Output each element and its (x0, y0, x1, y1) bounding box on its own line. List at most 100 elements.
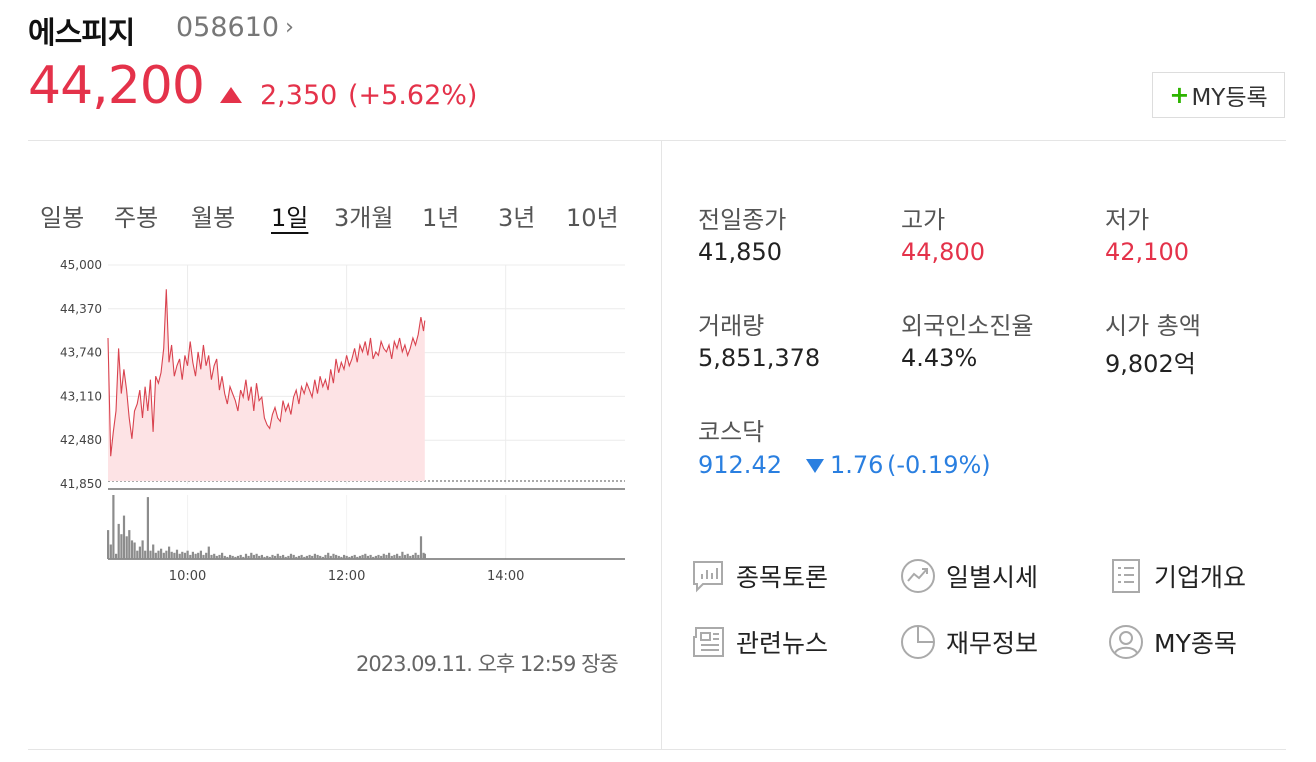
volume-bar (374, 555, 377, 559)
volume-bar (181, 551, 184, 559)
link-related-news[interactable]: 관련뉴스 (690, 624, 828, 660)
volume-bar (311, 555, 314, 559)
volume-bar (388, 552, 391, 559)
down-arrow-icon (806, 459, 824, 473)
stock-code-link[interactable]: 058610 › (176, 12, 294, 43)
tab-monthly[interactable]: 월봉 (191, 204, 236, 232)
link-company-overview-label: 기업개요 (1154, 563, 1247, 592)
tab-10years[interactable]: 10년 (566, 204, 619, 232)
volume-bar (329, 555, 332, 559)
tab-1year[interactable]: 1년 (422, 204, 460, 232)
volume-bar (138, 546, 141, 559)
stock-code: 058610 (176, 12, 280, 43)
volume-bar (279, 555, 282, 559)
price-change-percent: (+5.62%) (348, 80, 478, 111)
kosdaq-value: 912.42 (698, 451, 782, 479)
low-label: 저가 (1105, 206, 1150, 234)
document-list-icon (1108, 558, 1144, 594)
volume-bar (266, 555, 269, 559)
kosdaq-change: 1.76 (830, 451, 884, 479)
volume-bar (149, 550, 152, 559)
volume-bar (160, 548, 163, 559)
volume-bar (348, 556, 351, 559)
volume-bar (223, 555, 226, 559)
tab-1day[interactable]: 1일 (271, 204, 309, 232)
link-my-stocks[interactable]: MY종목 (1108, 624, 1237, 660)
volume-bar (197, 552, 200, 559)
link-daily-price[interactable]: 일별시세 (900, 558, 1038, 594)
volume-bar (130, 540, 134, 559)
volume-bar (364, 553, 367, 559)
volume-bar (226, 556, 229, 559)
x-tick-label: 10:00 (169, 569, 206, 584)
volume-bar (372, 556, 375, 559)
link-company-overview[interactable]: 기업개요 (1108, 558, 1246, 594)
kosdaq-change-percent: (-0.19%) (887, 451, 991, 479)
add-my-stock-label: MY등록 (1191, 85, 1268, 111)
tab-weekly[interactable]: 주봉 (114, 204, 159, 232)
tab-3years[interactable]: 3년 (498, 204, 536, 232)
volume-bar (335, 554, 338, 559)
volume-bar (321, 556, 324, 559)
volume-bar (205, 552, 208, 559)
y-tick-label: 43,110 (60, 389, 102, 403)
trend-circle-icon (900, 558, 936, 594)
volume-bar (194, 553, 197, 559)
timestamp: 2023.09.11. 오후 12:59 장중 (356, 652, 619, 676)
volume-bar (414, 552, 417, 559)
volume-bar (345, 555, 348, 559)
volume-bar (356, 556, 359, 559)
prev-close-value: 41,850 (698, 238, 782, 266)
volume-bar (268, 556, 271, 559)
volume-bar (409, 555, 412, 559)
volume-bar (115, 553, 118, 559)
link-daily-price-label: 일별시세 (946, 563, 1039, 592)
volume-bar (183, 552, 187, 559)
volume-bar (146, 497, 149, 559)
pie-chart-icon (900, 624, 936, 660)
volume-bar (300, 554, 303, 559)
volume-bar (154, 552, 157, 559)
volume-bar (422, 552, 425, 559)
link-my-stocks-label: MY종목 (1154, 629, 1237, 658)
discussion-chart-icon (690, 558, 726, 594)
intraday-price-chart: 45,000 44,370 43,740 43,110 42,480 41,850 10:0… (60, 258, 625, 584)
volume-bar (260, 554, 263, 559)
volume-bar (229, 554, 232, 559)
volume-bar (411, 554, 415, 559)
volume-bar (340, 556, 343, 559)
volume-bar (289, 553, 293, 559)
high-value: 44,800 (901, 238, 985, 266)
tab-3months[interactable]: 3개월 (334, 204, 394, 232)
volume-bar (369, 554, 372, 559)
volume-bar (380, 555, 383, 559)
volume-bar (170, 551, 173, 559)
y-tick-label: 43,740 (60, 346, 102, 360)
volume-bar (308, 554, 311, 559)
volume-bar (218, 554, 221, 559)
add-my-stock-button[interactable]: + MY등록 (1152, 72, 1285, 118)
stock-name: 에스피지 (28, 16, 135, 51)
high-label: 고가 (901, 206, 946, 234)
y-tick-label: 41,850 (60, 477, 102, 491)
volume-bar (128, 530, 131, 559)
volume-bar (292, 554, 295, 559)
volume-bar (419, 536, 423, 559)
link-financial-info-label: 재무정보 (946, 629, 1039, 658)
volume-bar (173, 552, 176, 559)
volume-bar (202, 554, 205, 559)
price-change: 2,350 (260, 80, 338, 111)
volume-bar (165, 550, 168, 559)
volume-bar (396, 553, 399, 559)
x-tick-label: 12:00 (328, 569, 365, 584)
volume-bar (324, 554, 327, 559)
tab-daily[interactable]: 일봉 (40, 204, 85, 232)
volume-bar (109, 544, 112, 559)
market-cap-label: 시가 총액 (1105, 312, 1201, 340)
volume-bar (303, 556, 306, 559)
link-financial-info[interactable]: 재무정보 (900, 624, 1038, 660)
volume-bar (178, 553, 181, 559)
y-tick-label: 42,480 (60, 433, 102, 447)
volume-bar (107, 530, 110, 559)
link-discussion[interactable]: 종목토론 (690, 558, 828, 594)
